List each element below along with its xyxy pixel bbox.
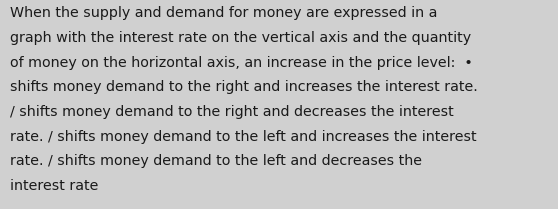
Text: graph with the interest rate on the vertical axis and the quantity: graph with the interest rate on the vert… bbox=[10, 31, 471, 45]
Text: interest rate: interest rate bbox=[10, 179, 98, 193]
Text: rate. / shifts money demand to the left and increases the interest: rate. / shifts money demand to the left … bbox=[10, 130, 477, 144]
Text: shifts money demand to the right and increases the interest rate.: shifts money demand to the right and inc… bbox=[10, 80, 478, 94]
Text: / shifts money demand to the right and decreases the interest: / shifts money demand to the right and d… bbox=[10, 105, 454, 119]
Text: When the supply and demand for money are expressed in a: When the supply and demand for money are… bbox=[10, 6, 437, 20]
Text: rate. / shifts money demand to the left and decreases the: rate. / shifts money demand to the left … bbox=[10, 154, 422, 168]
Text: of money on the horizontal axis, an increase in the price level:  •: of money on the horizontal axis, an incr… bbox=[10, 56, 473, 70]
